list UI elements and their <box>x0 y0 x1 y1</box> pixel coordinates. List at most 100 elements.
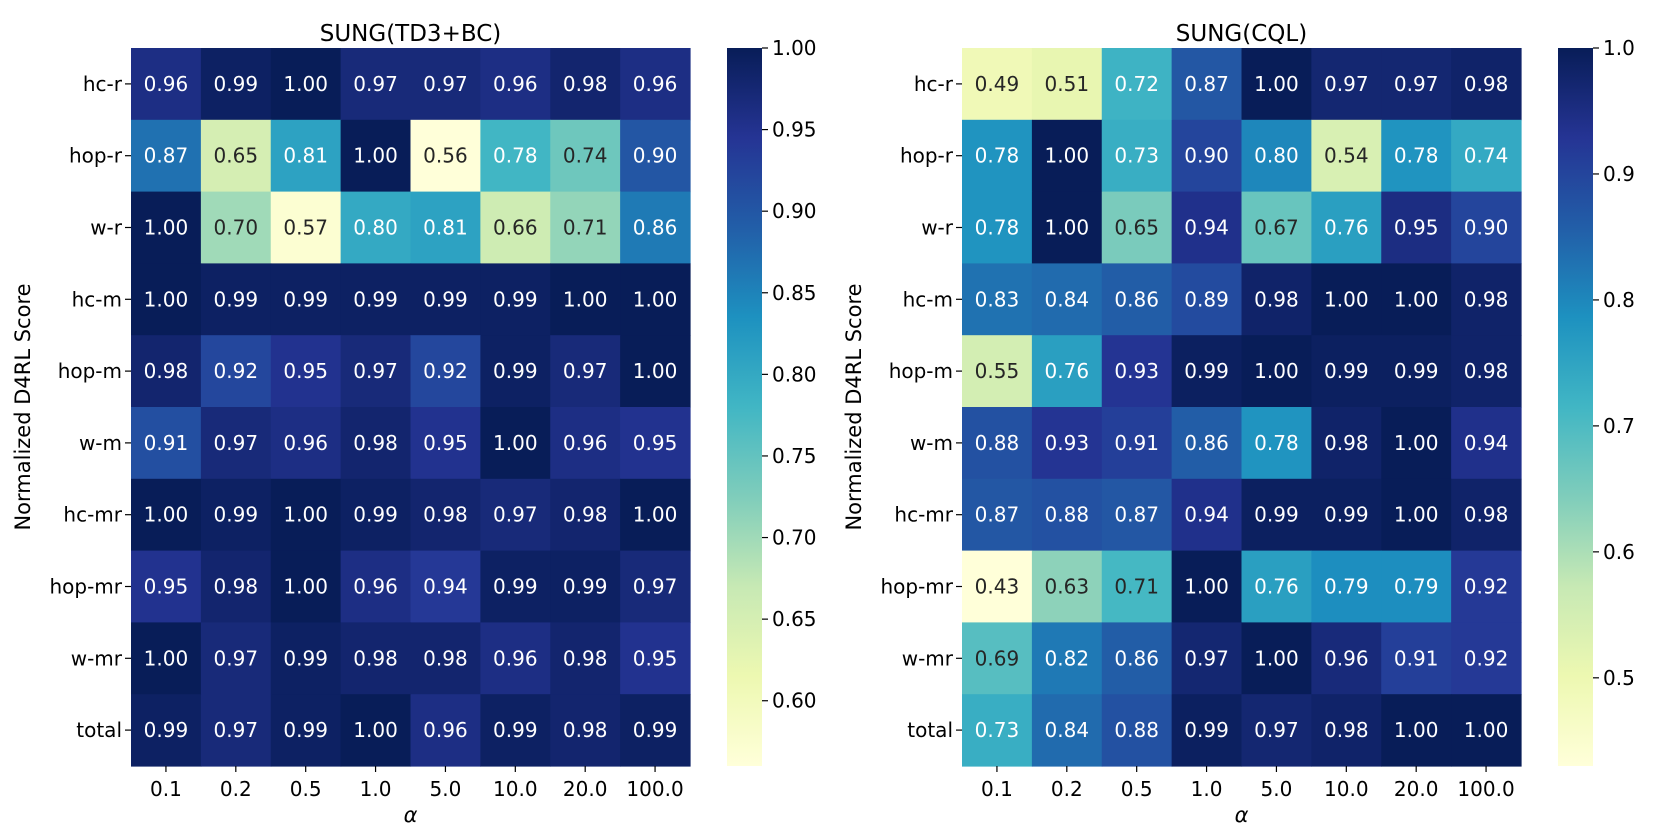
x-tick-label: 0.2 <box>220 777 252 801</box>
cell-value-label: 0.72 <box>1114 72 1159 96</box>
y-tick-label: hop-mr <box>49 575 122 599</box>
cell-value-label: 0.90 <box>1464 216 1509 240</box>
heatmap-cell <box>1381 622 1452 695</box>
cell-value-label: 0.87 <box>975 503 1020 527</box>
cell-value-label: 0.96 <box>493 646 538 670</box>
heatmap-cell <box>620 191 691 264</box>
cell-value-label: 0.81 <box>283 144 328 168</box>
heatmap-cell <box>962 622 1033 695</box>
cell-value-label: 0.92 <box>214 359 259 383</box>
y-tick-label: w-mr <box>71 646 123 670</box>
y-axis-label: Normalized D4RL Score <box>842 283 866 530</box>
cell-value-label: 0.70 <box>214 216 259 240</box>
heatmap-cell <box>550 622 621 695</box>
heatmap-cell <box>480 263 551 336</box>
heatmap-cell <box>1381 263 1452 336</box>
heatmap-cell <box>270 694 342 767</box>
chart-title: SUNG(CQL) <box>1176 21 1307 47</box>
heatmap-cell <box>270 48 342 121</box>
colorbar-tick-label: 0.70 <box>772 526 817 550</box>
cell-value-label: 0.98 <box>563 503 608 527</box>
y-tick-label: total <box>907 718 953 742</box>
cell-value-label: 0.87 <box>1114 503 1159 527</box>
heatmap-cell <box>1381 335 1452 408</box>
heatmap-cell <box>410 622 481 695</box>
cell-value-label: 0.99 <box>283 718 328 742</box>
cell-value-label: 0.99 <box>1184 359 1229 383</box>
heatmap-cell <box>1381 119 1452 193</box>
heatmap-cell <box>131 263 202 336</box>
cell-value-label: 0.65 <box>1114 216 1159 240</box>
cell-value-label: 0.88 <box>975 431 1020 455</box>
heatmap-cell <box>550 550 621 623</box>
cell-value-label: 0.82 <box>1045 646 1090 670</box>
heatmap-cell <box>1241 407 1312 480</box>
heatmap-cell <box>131 407 202 480</box>
heatmap-cell <box>480 48 551 121</box>
heatmap-cell <box>270 407 342 480</box>
heatmap-cell <box>1241 550 1312 623</box>
cell-value-label: 1.00 <box>283 575 328 599</box>
heatmap-cell <box>200 407 272 480</box>
heatmap-cell <box>550 263 621 336</box>
cell-value-label: 0.96 <box>423 718 468 742</box>
heatmap-cell <box>1241 335 1312 408</box>
heatmap-panel-td3bc: 0.96 0.99 1.00 0.97 0.97 0.96 0.98 0.96 0.87 0.65… <box>11 21 817 827</box>
x-tick-label: 100.0 <box>1457 777 1514 801</box>
heatmap-cell <box>1031 48 1103 121</box>
heatmap-cell <box>962 335 1033 408</box>
cell-value-label: 0.99 <box>493 359 538 383</box>
cell-value-label: 0.99 <box>144 718 189 742</box>
cell-value-label: 0.97 <box>214 718 259 742</box>
heatmap-cell <box>480 407 551 480</box>
heatmap-cell <box>1101 119 1173 193</box>
colorbar-tick-label: 0.90 <box>772 199 817 223</box>
x-tick-label: 0.1 <box>981 777 1013 801</box>
cell-value-label: 0.76 <box>1045 359 1090 383</box>
cell-value-label: 0.65 <box>214 144 259 168</box>
heatmap-cell <box>480 119 551 193</box>
y-tick-label: hc-m <box>903 287 953 311</box>
cell-value-label: 0.86 <box>1114 646 1159 670</box>
heatmap-cell <box>131 48 202 121</box>
cell-value-label: 0.97 <box>1254 718 1299 742</box>
cell-value-label: 0.67 <box>1254 216 1299 240</box>
cell-value-label: 0.97 <box>214 431 259 455</box>
y-axis-label: Normalized D4RL Score <box>11 283 35 530</box>
cell-value-label: 0.98 <box>423 503 468 527</box>
cell-value-label: 1.00 <box>144 287 189 311</box>
cell-value-label: 0.98 <box>563 718 608 742</box>
cell-value-label: 1.00 <box>144 646 189 670</box>
cell-value-label: 0.81 <box>423 216 468 240</box>
cell-value-label: 0.78 <box>975 144 1020 168</box>
cell-value-label: 1.00 <box>1254 72 1299 96</box>
heatmap-cell <box>480 191 551 264</box>
heatmap-cell <box>270 119 342 193</box>
heatmap-cell <box>620 407 691 480</box>
heatmap-cell <box>1101 407 1173 480</box>
heatmap-cell <box>1381 48 1452 121</box>
x-tick-label: 0.1 <box>150 777 182 801</box>
heatmap-cell <box>1451 335 1522 408</box>
heatmap-cell <box>1171 478 1243 552</box>
cell-value-label: 0.57 <box>283 216 328 240</box>
cell-value-label: 0.80 <box>353 216 398 240</box>
cell-value-label: 0.99 <box>1254 503 1299 527</box>
x-tick-label: 5.0 <box>1261 777 1293 801</box>
y-tick-label: w-r <box>90 216 123 240</box>
cell-value-label: 0.99 <box>633 718 678 742</box>
cell-value-label: 0.98 <box>1464 287 1509 311</box>
y-tick-label: hop-mr <box>880 575 953 599</box>
heatmap-cell <box>1311 622 1382 695</box>
cell-value-label: 0.98 <box>214 575 259 599</box>
cell-value-label: 0.99 <box>353 503 398 527</box>
cell-value-label: 0.98 <box>1464 359 1509 383</box>
x-tick-label: 0.2 <box>1051 777 1083 801</box>
cell-value-label: 0.99 <box>353 287 398 311</box>
heatmap-cell <box>270 263 342 336</box>
cell-value-label: 0.91 <box>144 431 189 455</box>
cell-value-label: 0.86 <box>1184 431 1229 455</box>
heatmap-cell <box>1031 622 1103 695</box>
cell-value-label: 0.95 <box>633 431 678 455</box>
cell-value-label: 0.91 <box>1394 646 1439 670</box>
